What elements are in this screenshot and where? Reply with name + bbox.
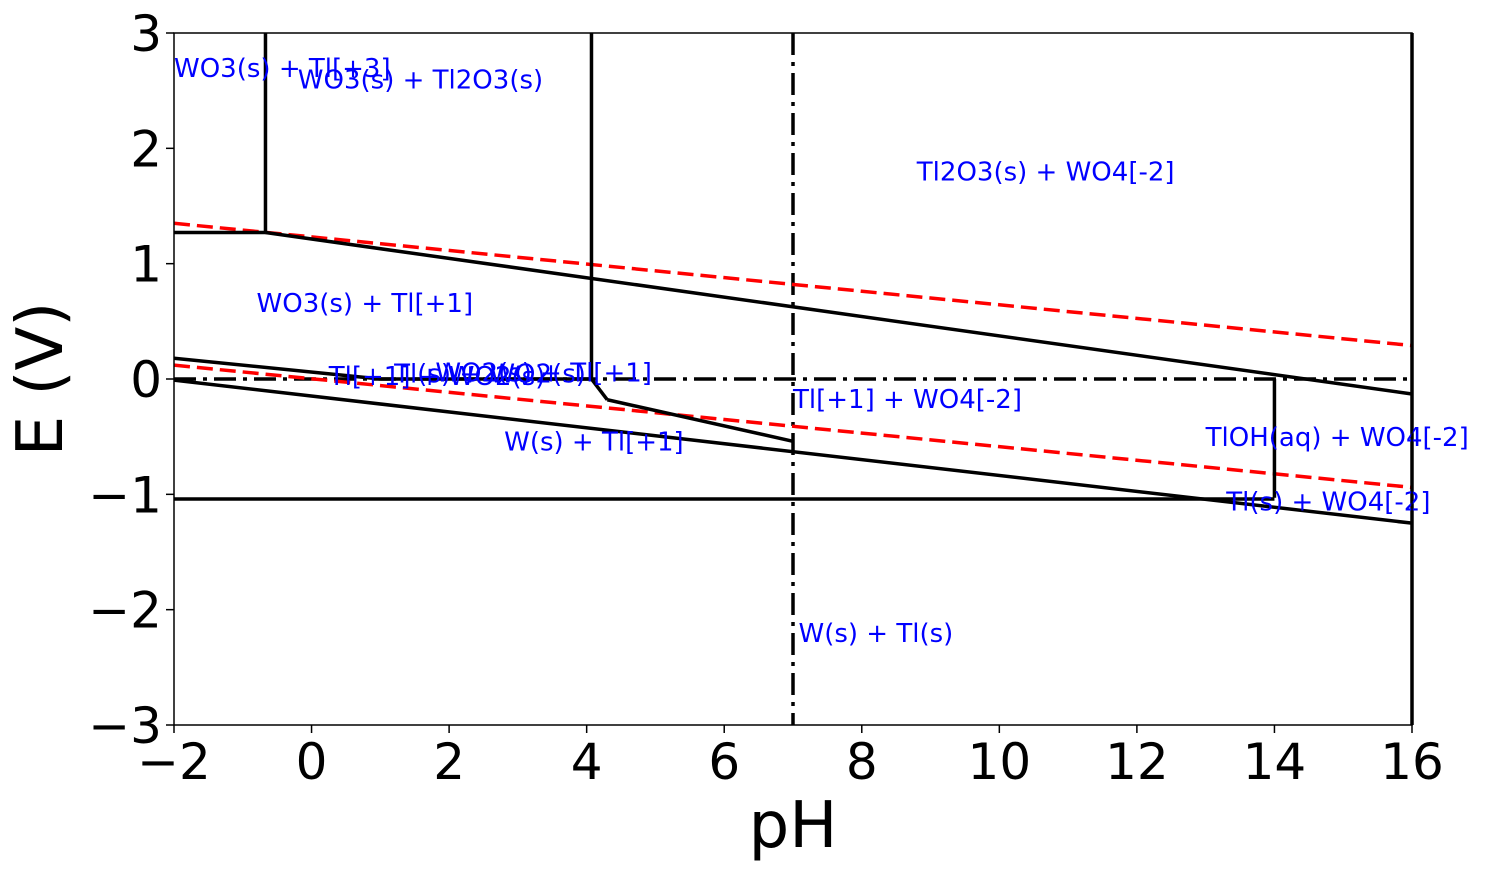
y-tick-label: −3 [88, 697, 162, 755]
x-tick-label: 6 [708, 733, 740, 791]
x-axis-ticks: −2 0 2 4 6 8 10 12 14 16 [137, 725, 1444, 791]
boundary-line-b3 [265, 230, 1413, 396]
x-tick-label: 0 [296, 733, 328, 791]
x-tick-label: 16 [1380, 733, 1444, 791]
region-label: Tl[+1] + WO4[-2] [792, 385, 1022, 415]
x-tick-label: 4 [571, 733, 603, 791]
region-label: Tl(s) + WO2(s) [393, 359, 586, 389]
y-tick-label: 1 [130, 236, 162, 294]
boundary-line-b5 [173, 356, 381, 381]
x-tick-label: 2 [433, 733, 465, 791]
y-tick-label: −1 [88, 466, 162, 524]
region-label: W(s) + Tl[+1] [504, 428, 684, 458]
boundary-line-b7 [590, 377, 609, 401]
y-tick-label: 0 [130, 351, 162, 409]
region-label: Tl[+1] + WO2(s) [328, 362, 546, 392]
region-label: WO3(s) + Tl2O3(s) [298, 65, 543, 95]
x-tick-label: −2 [137, 733, 211, 791]
y-axis-ticks: −3 −2 −1 0 1 2 3 [88, 5, 174, 755]
x-tick-label: 8 [846, 733, 878, 791]
x-tick-label: 10 [968, 733, 1032, 791]
water-line-oxygen [173, 221, 1413, 348]
boundary-line-b8 [606, 398, 794, 443]
region-labels: WO3(s) + Tl[+3]WO3(s) + Tl2O3(s) Tl2O3(s)… [174, 54, 1469, 649]
y-axis-title: E (V) [4, 302, 78, 457]
x-tick-label: 14 [1243, 733, 1307, 791]
y-tick-label: 2 [130, 120, 162, 178]
region-label: TlOH(aq) + WO4[-2] [1205, 423, 1469, 453]
region-label: Tl2O3(s) + WO4[-2] [916, 158, 1175, 188]
region-label: W(s) + Tl(s) [799, 619, 954, 649]
region-label: Tl(s) + WO4[-2] [1225, 487, 1430, 517]
y-tick-label: 3 [130, 5, 162, 63]
region-label: WO3(s) + Tl[+3] [174, 54, 391, 84]
x-axis-title: pH [749, 789, 838, 863]
x-tick-label: 12 [1105, 733, 1169, 791]
region-label: WO2(s) + Tl[+1] [435, 358, 652, 388]
water-line-hydrogen [173, 363, 1413, 490]
region-label: WO3(s) + Tl[+1] [257, 289, 474, 319]
y-tick-label: −2 [88, 582, 162, 640]
